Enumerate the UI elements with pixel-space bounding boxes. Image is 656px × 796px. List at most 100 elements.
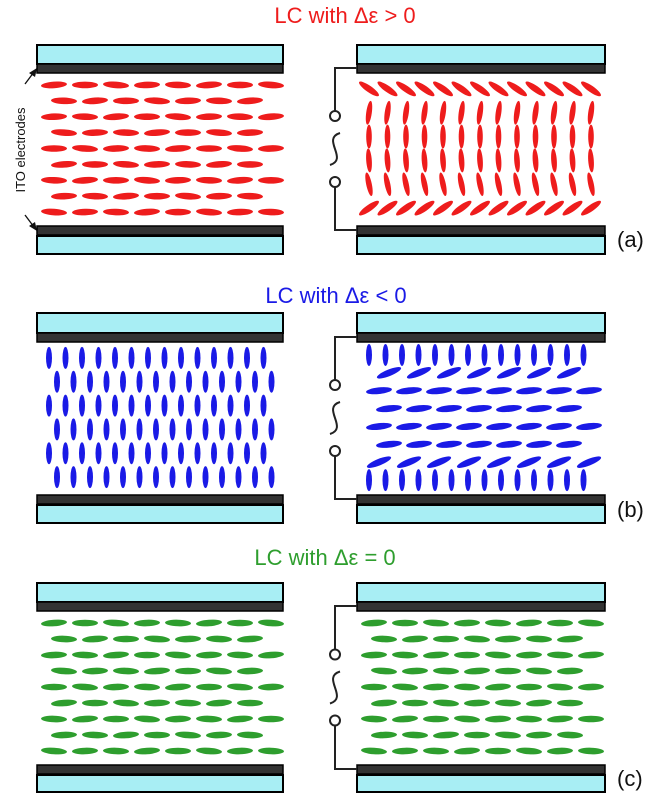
lc-molecule <box>465 343 471 366</box>
lc-molecule <box>359 200 379 216</box>
lc-molecule <box>578 619 604 627</box>
lc-molecule <box>451 200 472 216</box>
lc-molecule <box>384 100 391 125</box>
lc-molecule <box>454 651 480 659</box>
lc-molecule <box>402 731 428 739</box>
lc-molecule <box>466 440 492 448</box>
lc-molecule <box>514 343 521 366</box>
lc-molecule <box>403 124 409 149</box>
terminal-bottom <box>329 714 341 727</box>
lc-molecule <box>46 346 52 369</box>
lc-molecule <box>402 699 428 707</box>
lc-molecule <box>415 469 422 492</box>
lc-molecule <box>211 442 217 465</box>
lc-molecule <box>237 635 263 643</box>
terminal-top <box>329 110 341 122</box>
lc-molecule <box>144 667 170 675</box>
lc-molecule <box>128 394 135 417</box>
lc-molecule <box>113 160 139 168</box>
ac-voltage-source <box>329 336 357 500</box>
lc-molecule <box>376 440 402 448</box>
lc-molecule <box>103 113 129 121</box>
lc-molecule <box>481 343 488 366</box>
lc-molecule <box>103 418 110 441</box>
ito-electrode-bottom <box>36 494 284 505</box>
lc-molecule <box>402 172 410 197</box>
lc-molecule <box>498 343 504 366</box>
lc-molecule <box>62 394 69 417</box>
lc-molecule <box>458 148 465 173</box>
lc-molecule <box>359 81 379 97</box>
lc-molecule <box>557 635 583 643</box>
lc-molecule <box>454 747 480 755</box>
lc-molecule <box>531 172 540 197</box>
lc-molecule <box>41 619 67 627</box>
lc-molecule <box>532 148 539 173</box>
lc-cell-b-field-off <box>36 312 284 524</box>
lc-molecule <box>260 346 267 369</box>
lc-cell-b-field-on <box>329 312 606 524</box>
lc-molecule <box>103 81 129 89</box>
lc-molecule <box>366 124 372 149</box>
lc-molecule <box>423 683 449 691</box>
lc-molecule <box>451 81 472 97</box>
lc-molecule <box>235 370 242 393</box>
lc-molecule <box>196 619 222 627</box>
lc-molecule <box>420 172 429 197</box>
lc-molecule <box>485 651 511 659</box>
lc-molecule <box>153 418 159 441</box>
lc-molecule <box>145 394 151 417</box>
lc-molecule <box>366 387 392 395</box>
lc-molecule <box>165 208 191 216</box>
lc-molecule <box>526 731 552 739</box>
lc-molecule <box>87 370 93 393</box>
lc-molecule <box>392 683 418 691</box>
lc-molecule <box>456 387 482 395</box>
lc-molecule <box>402 667 428 675</box>
lc-molecule <box>454 619 480 627</box>
lc-molecule <box>235 418 242 441</box>
lc-molecule <box>466 405 492 413</box>
lc-molecule <box>202 418 209 441</box>
lc-molecule <box>51 160 77 168</box>
lc-molecule <box>258 208 284 216</box>
lc-molecule <box>46 394 52 417</box>
lc-molecule <box>54 418 60 441</box>
lc-molecule <box>466 367 492 379</box>
lc-molecule <box>51 129 77 137</box>
lc-molecule <box>227 176 253 184</box>
lc-molecule <box>258 81 284 89</box>
lc-molecule <box>165 651 191 659</box>
lc-molecule <box>244 346 250 369</box>
lc-molecule <box>72 747 98 755</box>
lc-molecule <box>41 651 67 659</box>
lc-molecule <box>495 731 521 739</box>
lc-molecule <box>423 747 449 755</box>
lc-molecule <box>136 370 143 393</box>
lc-molecule <box>136 466 143 489</box>
lc-molecule <box>227 442 234 465</box>
lc-molecule <box>402 100 410 125</box>
lc-molecule <box>134 683 160 691</box>
lc-molecule <box>112 394 118 417</box>
lc-molecule <box>227 715 253 723</box>
lc-molecule <box>72 619 98 627</box>
ito-arrow-bottom <box>24 214 37 231</box>
panel-label-b: (b) <box>617 497 644 522</box>
ac-sine-icon <box>329 132 341 166</box>
lc-molecule <box>525 81 546 97</box>
lc-molecule <box>486 456 512 468</box>
lc-molecule <box>103 683 129 691</box>
lc-molecule <box>194 442 201 465</box>
ito-electrode-bottom <box>36 764 284 775</box>
lc-molecule <box>448 469 455 492</box>
lc-molecule <box>41 145 67 152</box>
lc-molecule <box>51 635 77 643</box>
lc-molecule <box>526 667 552 675</box>
lc-molecule <box>414 200 435 216</box>
ito-electrode-top <box>36 63 284 74</box>
lc-molecule <box>544 81 564 97</box>
lc-molecule <box>569 148 576 173</box>
lc-molecule <box>496 367 522 379</box>
